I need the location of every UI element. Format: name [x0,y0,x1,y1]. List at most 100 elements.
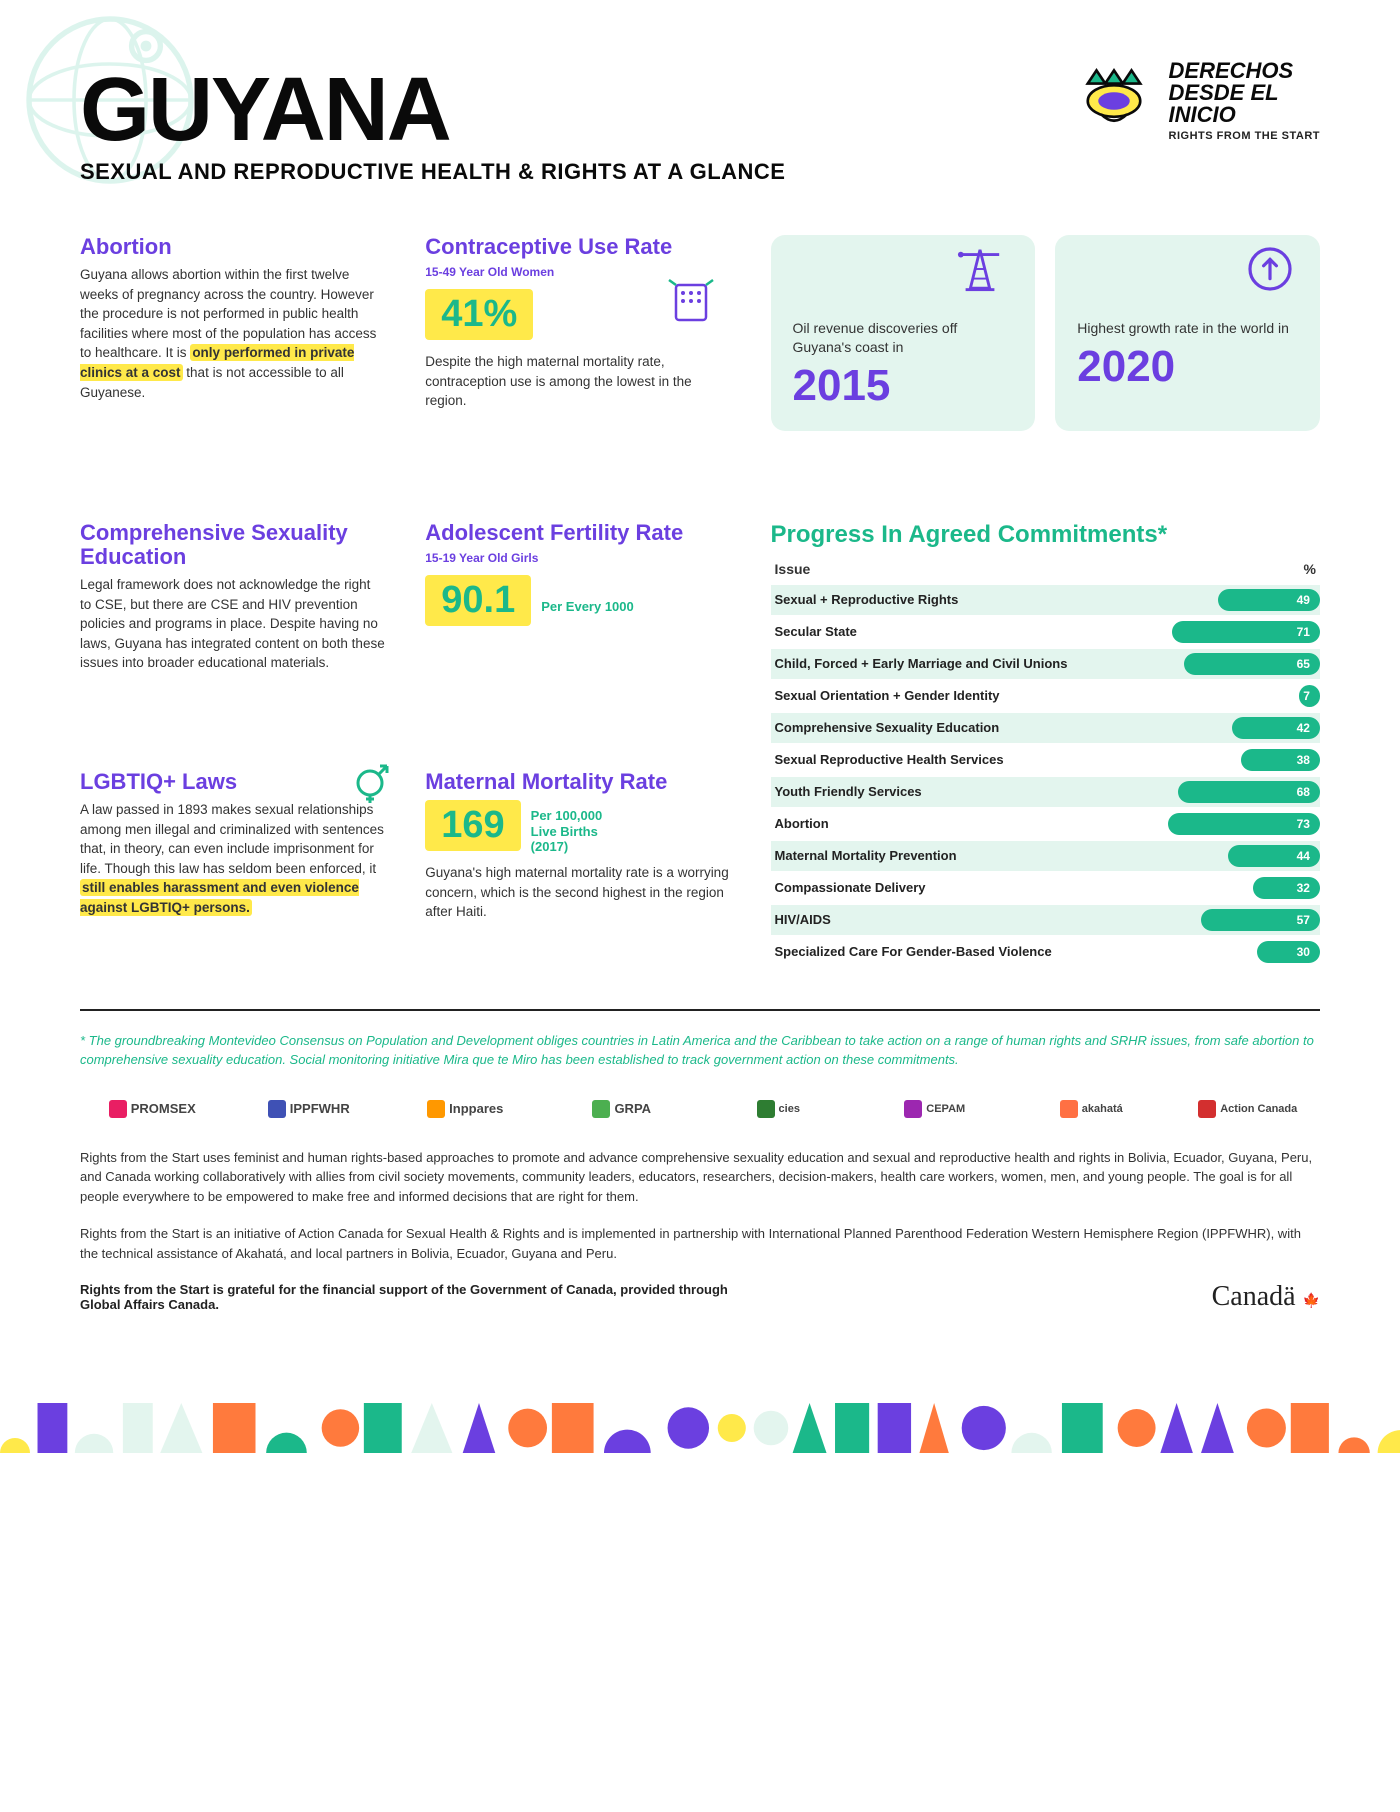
partner-logo: Action Canada [1176,1100,1321,1118]
progress-bar-wrap: 71 [1111,621,1320,643]
progress-row-label: Child, Forced + Early Marriage and Civil… [771,656,1112,671]
progress-bar: 42 [1232,717,1320,739]
progress-bar-wrap: 57 [1111,909,1320,931]
mortality-title: Maternal Mortality Rate [425,770,730,794]
progress-row: Child, Forced + Early Marriage and Civil… [771,649,1320,679]
partner-logo: CEPAM [863,1100,1008,1118]
progress-bar: 32 [1253,877,1320,899]
progress-row-label: Specialized Care For Gender-Based Violen… [771,944,1112,959]
page-subtitle: SEXUAL AND REPRODUCTIVE HEALTH & RIGHTS … [80,159,785,185]
progress-row: Sexual + Reproductive Rights49 [771,585,1320,615]
oil-card-year: 2015 [793,361,1014,411]
header: GUYANA SEXUAL AND REPRODUCTIVE HEALTH & … [80,40,1320,185]
logo-icon [1069,66,1159,136]
lgbtiq-title: LGBTIQ+ Laws [80,770,385,794]
progress-row: Sexual Orientation + Gender Identity7 [771,681,1320,711]
arrow-up-icon [1240,245,1300,293]
partner-logo: Inppares [393,1100,538,1118]
oil-card: Oil revenue discoveries off Guyana's coa… [771,235,1036,431]
progress-bar: 57 [1201,909,1320,931]
footer-support: Rights from the Start is grateful for th… [80,1282,762,1312]
fertility-title: Adolescent Fertility Rate [425,521,730,545]
progress-bar-wrap: 68 [1111,781,1320,803]
progress-bar-wrap: 7 [1111,685,1320,707]
progress-bar-wrap: 65 [1111,653,1320,675]
progress-section: Progress In Agreed Commitments* Issue % … [771,521,1320,969]
footnote: * The groundbreaking Montevideo Consensu… [80,1031,1320,1070]
progress-bar: 30 [1257,941,1320,963]
cse-section: Comprehensive Sexuality Education Legal … [80,521,385,720]
progress-row-label: Sexual Orientation + Gender Identity [771,688,1112,703]
progress-bar: 68 [1178,781,1320,803]
lgbtiq-text: A law passed in 1893 makes sexual relati… [80,800,385,917]
abortion-title: Abortion [80,235,385,259]
bottom-pattern [0,1383,1400,1473]
canada-logo: Canadä 🍁 [1212,1281,1320,1313]
abortion-section: Abortion Guyana allows abortion within t… [80,235,385,471]
progress-row: Comprehensive Sexuality Education 42 [771,713,1320,743]
partner-logo: PROMSEX [80,1100,225,1118]
progress-row: Secular State 71 [771,617,1320,647]
logo-text-2: DESDE EL [1169,82,1320,104]
progress-bar-wrap: 44 [1111,845,1320,867]
cse-text: Legal framework does not acknowledge the… [80,575,385,673]
fertility-section: Adolescent Fertility Rate 15-19 Year Old… [425,521,730,720]
gender-icon [345,755,395,805]
partner-logo: cies [706,1100,851,1118]
mortality-unit: Per 100,000 Live Births (2017) [531,808,621,855]
progress-row-label: Abortion [771,816,1112,831]
org-logo: DERECHOS DESDE EL INICIO RIGHTS FROM THE… [1069,40,1320,142]
progress-row-label: Secular State [771,624,1112,639]
contraceptive-section: Contraceptive Use Rate 15-49 Year Old Wo… [425,235,730,471]
partner-logo: akahatá [1019,1100,1164,1118]
mortality-section: Maternal Mortality Rate 169 Per 100,000 … [425,770,730,969]
divider [80,1009,1320,1011]
mortality-value: 169 [425,800,520,851]
progress-bar-wrap: 42 [1111,717,1320,739]
growth-card: Highest growth rate in the world in 2020 [1055,235,1320,431]
progress-row: Youth Friendly Services68 [771,777,1320,807]
progress-bar: 65 [1184,653,1320,675]
footer-para-1: Rights from the Start uses feminist and … [80,1148,1320,1207]
cse-title: Comprehensive Sexuality Education [80,521,385,569]
progress-row-label: Compassionate Delivery [771,880,1112,895]
abortion-text: Guyana allows abortion within the first … [80,265,385,402]
page-title: GUYANA [80,70,785,151]
logo-text-3: INICIO [1169,104,1320,126]
progress-bar-wrap: 32 [1111,877,1320,899]
progress-title: Progress In Agreed Commitments* [771,521,1320,549]
partner-logo: IPPFWHR [237,1100,382,1118]
contraceptive-value: 41% [425,289,533,340]
partner-logos: PROMSEX IPPFWHR Inppares GRPA cies CEPAM akaha… [80,1100,1320,1118]
progress-bar-wrap: 38 [1111,749,1320,771]
oil-rig-icon [945,245,1015,293]
contraceptive-text: Despite the high maternal mortality rate… [425,352,730,411]
lgbtiq-section: LGBTIQ+ Laws A law passed in 1893 makes … [80,770,385,969]
growth-card-text: Highest growth rate in the world in [1077,319,1298,338]
progress-row: Specialized Care For Gender-Based Violen… [771,937,1320,967]
progress-col-pct: % [1304,561,1316,577]
progress-bar-wrap: 73 [1111,813,1320,835]
oil-card-text: Oil revenue discoveries off Guyana's coa… [793,319,1014,357]
progress-row-label: Sexual Reproductive Health Services [771,752,1112,767]
progress-row-label: HIV/AIDS [771,912,1112,927]
progress-row-label: Sexual + Reproductive Rights [771,592,1112,607]
progress-bar: 38 [1241,749,1320,771]
fertility-unit: Per Every 1000 [541,599,634,615]
progress-row-label: Comprehensive Sexuality Education [771,720,1112,735]
partner-logo: GRPA [550,1100,695,1118]
progress-bar: 71 [1172,621,1320,643]
progress-col-issue: Issue [775,561,811,577]
progress-row: Maternal Mortality Prevention 44 [771,841,1320,871]
logo-text-1: DERECHOS [1169,60,1320,82]
progress-row: Compassionate Delivery 32 [771,873,1320,903]
fertility-subtitle: 15-19 Year Old Girls [425,551,730,565]
progress-row-label: Maternal Mortality Prevention [771,848,1112,863]
progress-bar-wrap: 30 [1111,941,1320,963]
mortality-text: Guyana's high maternal mortality rate is… [425,863,730,922]
footer-para-2: Rights from the Start is an initiative o… [80,1224,1320,1263]
health-icon [661,265,721,325]
progress-bar: 44 [1228,845,1320,867]
progress-bar-wrap: 49 [1111,589,1320,611]
progress-table: Sexual + Reproductive Rights49Secular St… [771,585,1320,967]
